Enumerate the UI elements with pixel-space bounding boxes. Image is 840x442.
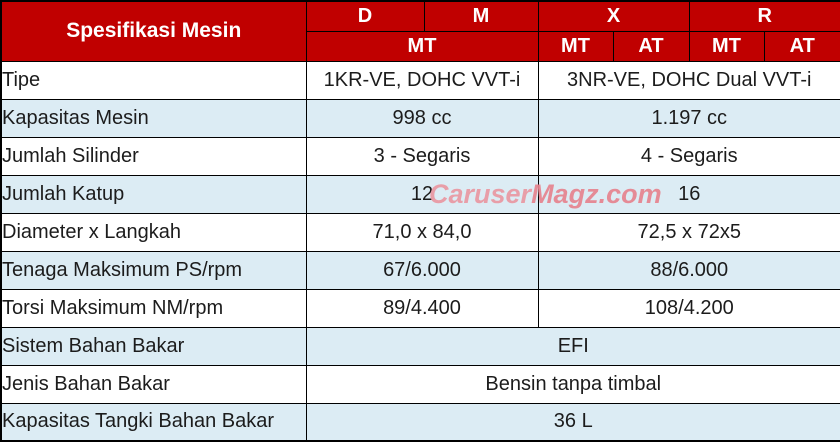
spec-label-cell: Diameter x Langkah	[0, 212, 307, 252]
table-row-jumlah-katup: Jumlah Katup 12 16	[0, 174, 840, 214]
table-row-kapasitas-mesin: Kapasitas Mesin 998 cc 1.197 cc	[0, 98, 840, 138]
spec-value-dm: 71,0 x 84,0	[305, 212, 539, 252]
spec-value-dm: 1KR-VE, DOHC VVT-i	[305, 60, 539, 100]
spec-value-dm: 67/6.000	[305, 250, 539, 290]
trim-col-x: X	[537, 0, 690, 32]
table-row-diameter-langkah: Diameter x Langkah 71,0 x 84,0 72,5 x 72…	[0, 212, 840, 252]
table-row-kapasitas-tangki: Kapasitas Tangki Bahan Bakar 36 L	[0, 402, 840, 442]
spec-value-xr: 16	[537, 174, 840, 214]
table-body: Tipe 1KR-VE, DOHC VVT-i 3NR-VE, DOHC Dua…	[0, 60, 840, 442]
table-row-jenis-bahan-bakar: Jenis Bahan Bakar Bensin tanpa timbal	[0, 364, 840, 404]
transmission-mt-dm: MT	[305, 30, 539, 62]
trim-col-m: M	[423, 0, 539, 32]
spec-value-all: Bensin tanpa timbal	[305, 364, 840, 404]
table-title: Spesifikasi Mesin	[0, 0, 307, 62]
table-row-sistem-bahan-bakar: Sistem Bahan Bakar EFI	[0, 326, 840, 366]
spec-value-xr: 3NR-VE, DOHC Dual VVT-i	[537, 60, 840, 100]
spec-value-xr: 88/6.000	[537, 250, 840, 290]
spec-value-xr: 1.197 cc	[537, 98, 840, 138]
transmission-mt-x: MT	[537, 30, 614, 62]
header-row-transmissions: MT MT AT MT AT	[1, 30, 840, 62]
spec-value-all: 36 L	[305, 402, 840, 442]
trim-col-r: R	[688, 0, 840, 32]
transmission-mt-r: MT	[688, 30, 765, 62]
transmission-at-x: AT	[612, 30, 690, 62]
spec-label-cell: Tipe	[0, 60, 307, 100]
spec-value-all: EFI	[305, 326, 840, 366]
spec-value-dm: 998 cc	[305, 98, 539, 138]
table-row-tenaga-maksimum: Tenaga Maksimum PS/rpm 67/6.000 88/6.000	[0, 250, 840, 290]
spec-value-dm: 89/4.400	[305, 288, 539, 328]
spec-label-cell: Jumlah Silinder	[0, 136, 307, 176]
spec-label-cell: Jenis Bahan Bakar	[0, 364, 307, 404]
spec-value-dm: 3 - Segaris	[305, 136, 539, 176]
table-row-tipe: Tipe 1KR-VE, DOHC VVT-i 3NR-VE, DOHC Dua…	[0, 60, 840, 100]
table-header: Spesifikasi Mesin D M X R MT MT AT MT AT	[0, 0, 840, 62]
table-row-jumlah-silinder: Jumlah Silinder 3 - Segaris 4 - Segaris	[0, 136, 840, 176]
spec-value-xr: 72,5 x 72x5	[537, 212, 840, 252]
transmission-at-r: AT	[763, 30, 840, 62]
spec-label-cell: Kapasitas Tangki Bahan Bakar	[0, 402, 307, 442]
spec-label-cell: Tenaga Maksimum PS/rpm	[0, 250, 307, 290]
spec-value-xr: 4 - Segaris	[537, 136, 840, 176]
table-row-torsi-maksimum: Torsi Maksimum NM/rpm 89/4.400 108/4.200	[0, 288, 840, 328]
spec-label-cell: Torsi Maksimum NM/rpm	[0, 288, 307, 328]
header-row-trims: Spesifikasi Mesin D M X R	[0, 0, 840, 62]
spec-label-cell: Sistem Bahan Bakar	[0, 326, 307, 366]
spec-label-cell: Jumlah Katup	[0, 174, 307, 214]
spec-value-xr: 108/4.200	[537, 288, 840, 328]
spec-label-cell: Kapasitas Mesin	[0, 98, 307, 138]
spec-value-dm: 12	[305, 174, 539, 214]
trim-col-d: D	[305, 0, 425, 32]
